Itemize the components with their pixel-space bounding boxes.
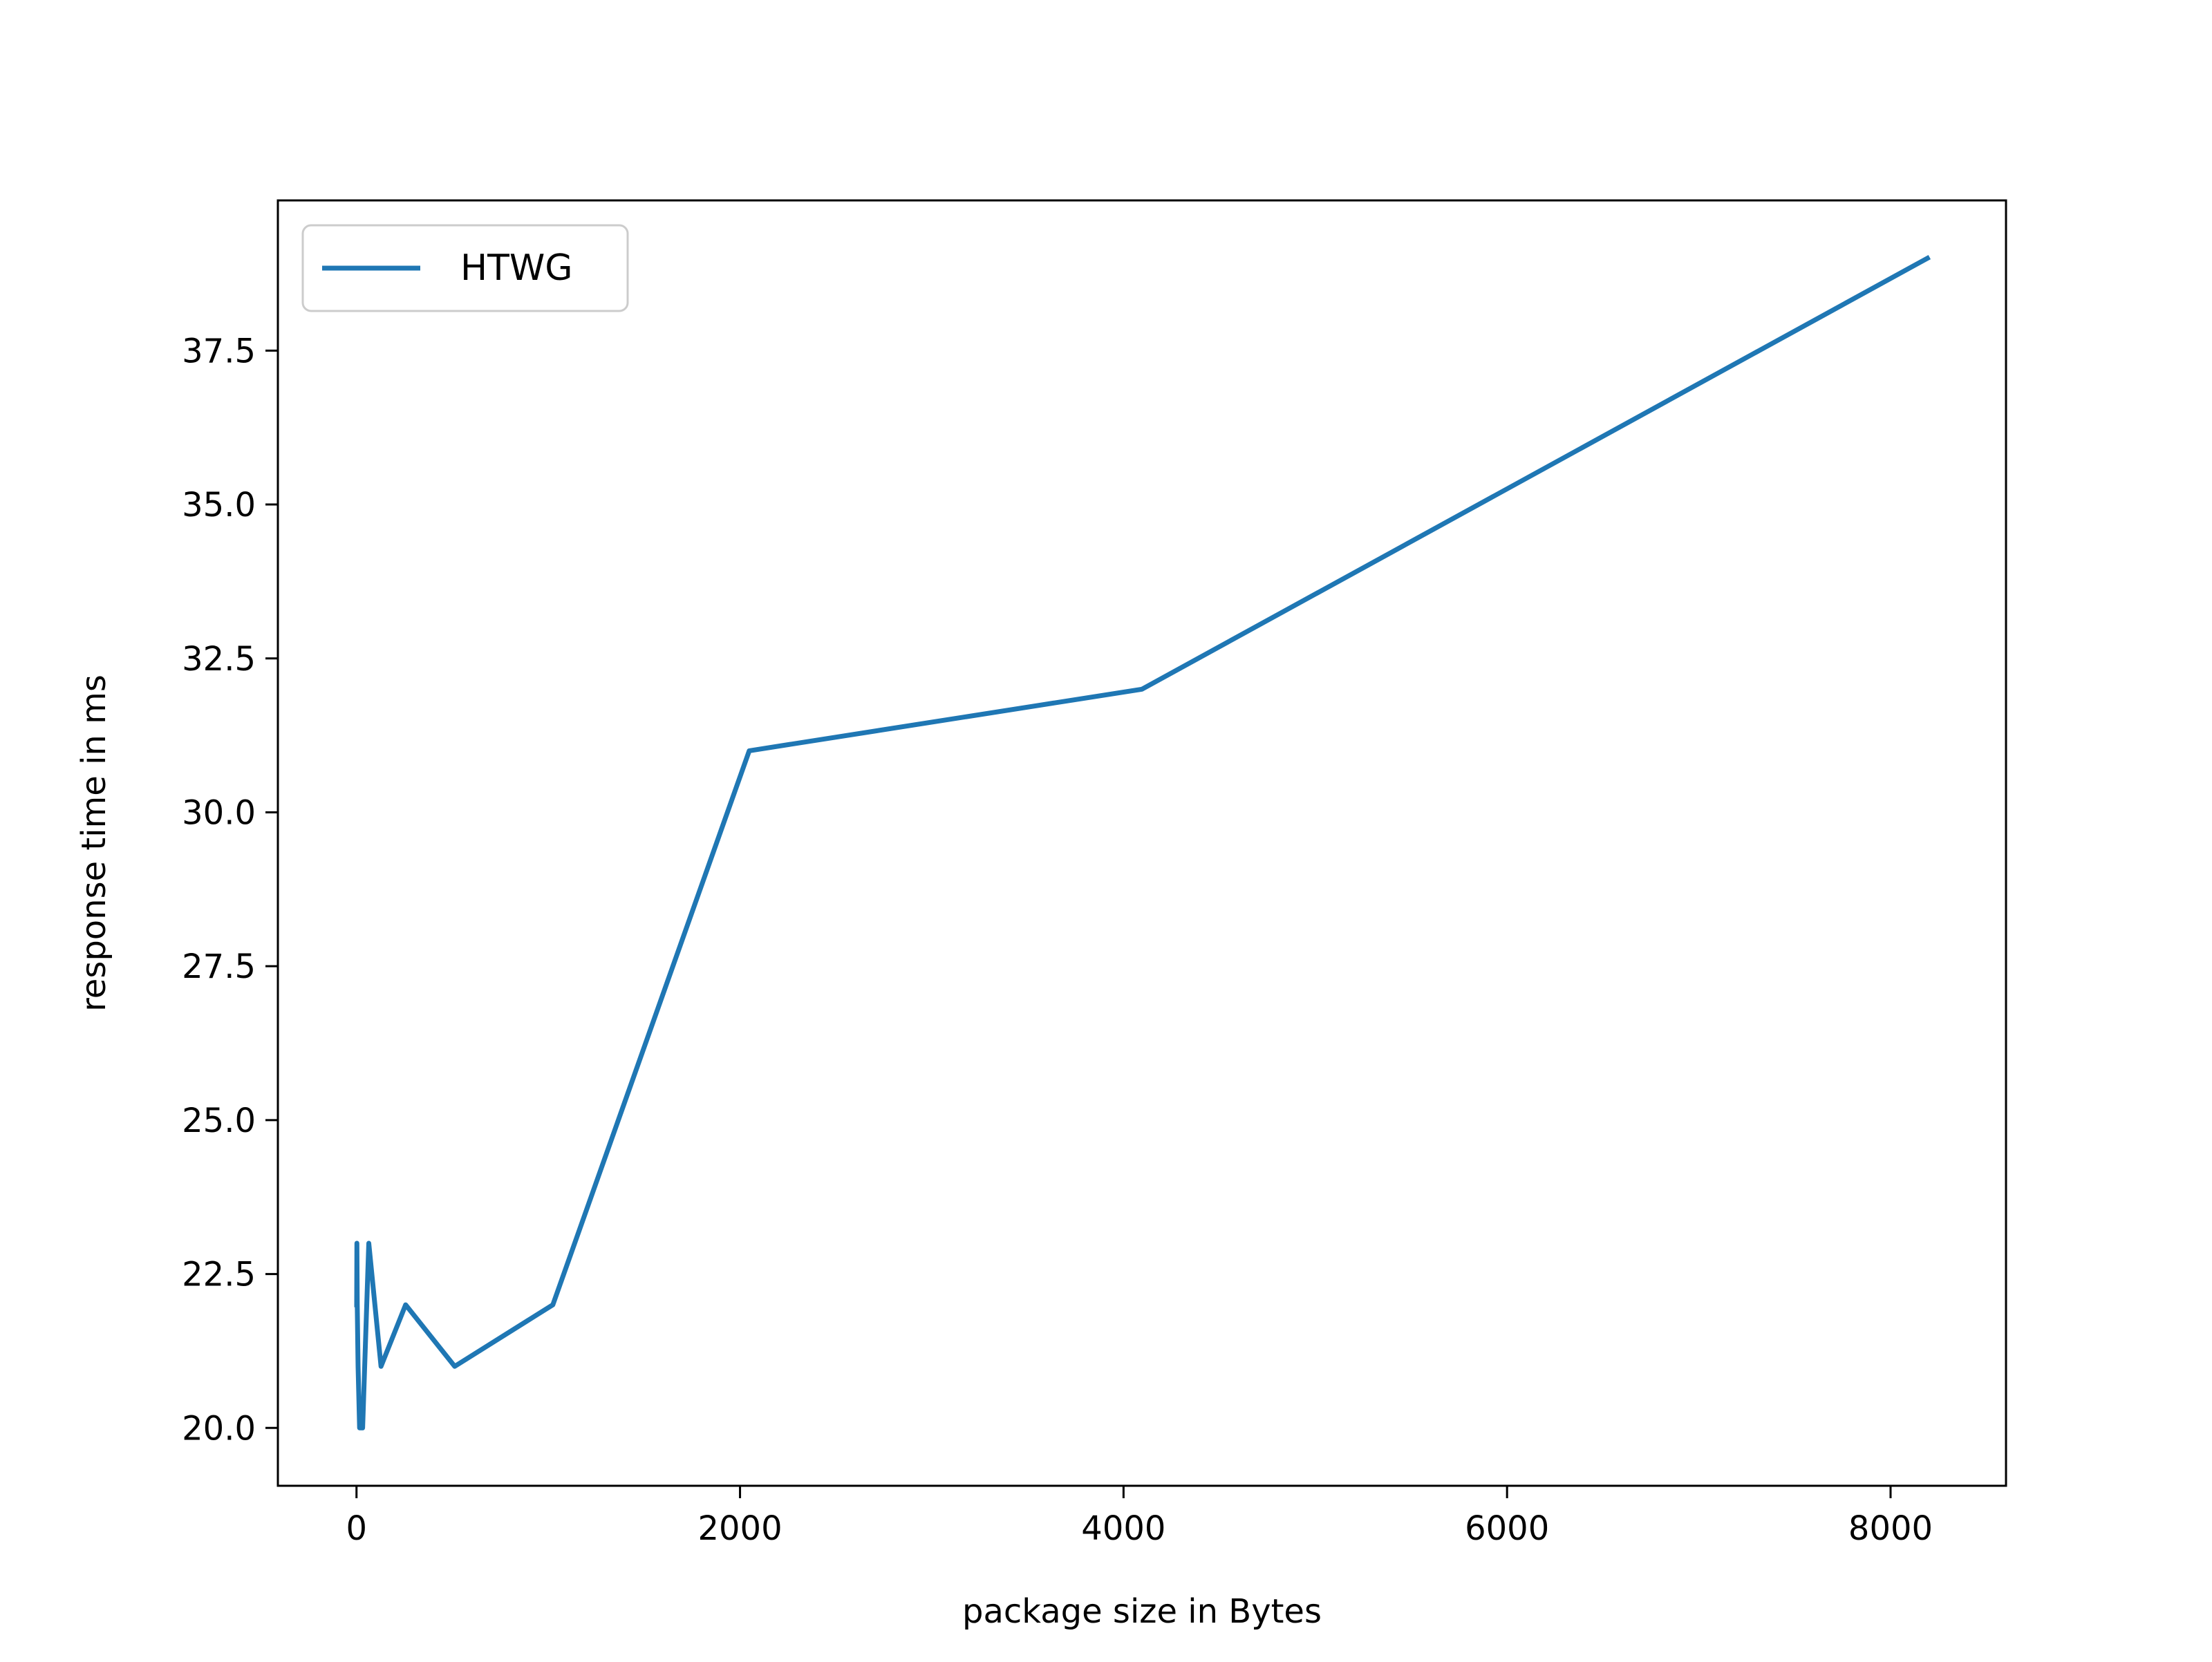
y-axis-label: response time in ms — [75, 674, 113, 1012]
legend-label: HTWG — [460, 247, 573, 289]
x-tick-label: 6000 — [1465, 1509, 1549, 1548]
y-tick-label: 30.0 — [182, 793, 256, 832]
plot-area-frame — [276, 199, 2007, 1487]
y-tick-label: 27.5 — [182, 947, 256, 986]
x-axis-label: package size in Bytes — [962, 1592, 1322, 1631]
legend: HTWG — [301, 224, 629, 312]
x-tick-label: 0 — [346, 1509, 367, 1548]
y-tick-label: 37.5 — [182, 332, 256, 370]
y-axis: 20.0 22.5 25.0 27.5 30.0 32.5 35.0 37.5 — [182, 332, 278, 1448]
x-tick-label: 2000 — [697, 1509, 782, 1548]
x-axis: 0 2000 4000 6000 8000 — [346, 1486, 1933, 1548]
series-line-htwg — [354, 254, 1931, 1430]
legend-box — [301, 224, 629, 312]
x-tick-label: 4000 — [1081, 1509, 1165, 1548]
y-tick-label: 22.5 — [182, 1256, 256, 1294]
y-tick-label: 25.0 — [182, 1102, 256, 1140]
y-tick-label: 32.5 — [182, 640, 256, 679]
y-tick-label: 35.0 — [182, 486, 256, 525]
x-tick-label: 8000 — [1848, 1509, 1933, 1548]
y-tick-label: 20.0 — [182, 1409, 256, 1448]
